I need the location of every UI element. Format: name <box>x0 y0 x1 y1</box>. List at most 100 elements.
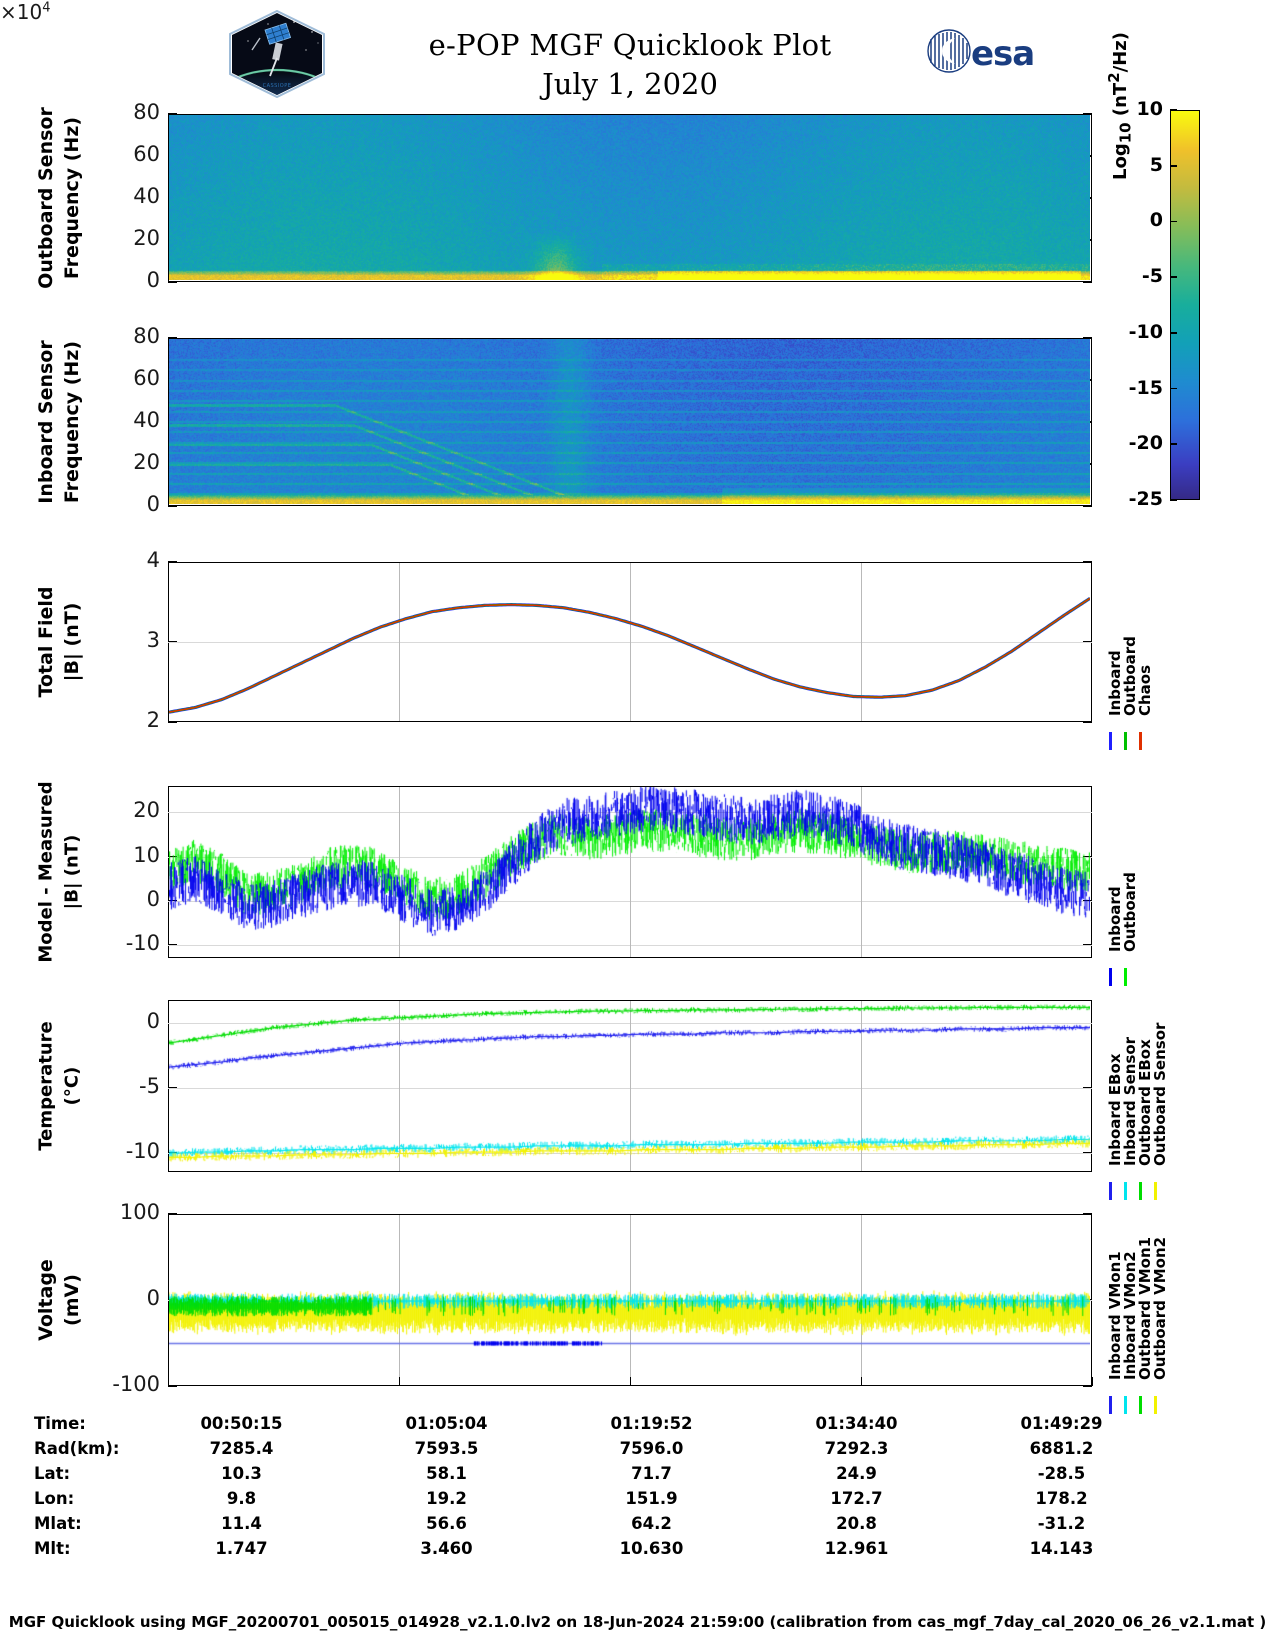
ephemeris-row: Mlt: 1.747 3.460 10.630 12.961 14.143 <box>34 1536 1164 1561</box>
ephemeris-row-label: Mlt: <box>34 1538 71 1558</box>
total-field-tickmark-right <box>1083 641 1092 643</box>
total-field-tickmark <box>168 561 177 563</box>
temperature-legend-swatch <box>1124 1182 1127 1200</box>
temperature-legend-swatch <box>1139 1182 1142 1200</box>
ephemeris-value: 01:05:04 <box>405 1413 488 1433</box>
ephemeris-value: 71.7 <box>631 1463 672 1483</box>
ephemeris-value: 20.8 <box>836 1513 877 1533</box>
voltage-legend-swatch <box>1154 1396 1157 1414</box>
ephemeris-value: 11.4 <box>221 1513 262 1533</box>
outboard-spectrogram-tickmark-right <box>1083 113 1092 115</box>
x-tickmark <box>399 1377 401 1386</box>
ephemeris-value: 7593.5 <box>414 1438 479 1458</box>
colorbar-tick-label: -15 <box>1128 376 1163 399</box>
ephemeris-row: Rad(km): 7285.4 7593.5 7596.0 7292.3 6881.2 <box>34 1436 1164 1461</box>
outboard-spectrogram-ytick: 20 <box>133 226 160 250</box>
outboard-spectrogram-content <box>169 115 1091 281</box>
total-field-ylabel-line1: Total Field <box>35 586 57 698</box>
inboard-spectrogram-tickmark <box>168 337 177 339</box>
plot-area: Outboard Sensor Frequency (Hz) 80 60 40 20 0 In… <box>0 0 1275 1414</box>
inboard-spectrogram-content <box>169 339 1091 505</box>
total-field-legend-swatch <box>1124 732 1127 750</box>
temperature-legend-swatch <box>1109 1182 1112 1200</box>
x-tickmark <box>861 1377 863 1386</box>
voltage-legend-label: Outboard VMon2 <box>1151 1236 1169 1380</box>
total-field-ytick: 4 <box>146 548 160 572</box>
svg-text:esa: esa <box>971 34 1034 74</box>
total-field-legend-swatch <box>1109 732 1112 750</box>
esa-logo-icon: esa <box>925 28 1047 74</box>
ephemeris-value: 01:49:29 <box>1020 1413 1103 1433</box>
temperature-ytick: 0 <box>146 1009 160 1034</box>
colorbar-tick-mark <box>1170 443 1177 446</box>
inboard-spectrogram-tickmark-right <box>1083 337 1092 339</box>
ephemeris-row: Lon: 9.8 19.2 151.9 172.7 178.2 <box>34 1486 1164 1511</box>
model-minus-measured-legend-swatch <box>1124 968 1127 986</box>
voltage-ylabel-line1: Voltage <box>35 1259 57 1341</box>
ephemeris-row-label: Mlat: <box>34 1513 82 1533</box>
ephemeris-value: 7596.0 <box>619 1438 684 1458</box>
outboard-spectrogram-ylabel-line1: Outboard Sensor <box>35 107 57 289</box>
total-field-ytick: 2 <box>146 708 160 732</box>
temperature-legend-label: Outboard Sensor <box>1151 1022 1169 1166</box>
ephemeris-value: 6881.2 <box>1029 1438 1094 1458</box>
voltage-ytick: -100 <box>112 1372 160 1396</box>
ephemeris-value: 151.9 <box>625 1488 678 1508</box>
ephemeris-value: 00:50:15 <box>200 1413 283 1433</box>
model-minus-measured-ytick: -10 <box>125 930 160 955</box>
ephemeris-value: -31.2 <box>1037 1513 1086 1533</box>
colorbar-tick-mark <box>1170 109 1177 111</box>
ephemeris-row-label: Lat: <box>34 1463 71 1483</box>
x-tickmark <box>168 1377 170 1386</box>
total-field-tickmark-right <box>1083 721 1092 723</box>
outboard-spectrogram-tickmark <box>168 281 177 283</box>
voltage-tickmark <box>168 1385 177 1387</box>
outboard-spectrogram-image <box>169 115 1091 281</box>
voltage-content <box>169 1215 1091 1385</box>
title-main: e-POP MGF Quicklook Plot <box>428 28 832 62</box>
outboard-spectrogram-ytick: 80 <box>133 100 160 124</box>
voltage-tickmark-right <box>1083 1385 1092 1387</box>
total-field-vgrid <box>861 563 862 721</box>
colorbar-tick-label: 0 <box>1149 209 1163 232</box>
temperature-content <box>169 1001 1091 1171</box>
total-field-axis-exponent: ×104 <box>0 0 51 24</box>
ephemeris-row: Lat: 10.3 58.1 71.7 24.9 -28.5 <box>34 1461 1164 1486</box>
model-minus-measured-ytick: 10 <box>133 842 160 867</box>
ephemeris-value: 58.1 <box>426 1463 467 1483</box>
colorbar-tick-label: 5 <box>1149 153 1163 176</box>
voltage-traces <box>169 1215 1091 1385</box>
temperature-traces <box>169 1001 1091 1171</box>
ephemeris-value: 10.3 <box>221 1463 262 1483</box>
model-measured-traces <box>169 787 1091 957</box>
voltage-ytick: 100 <box>119 1200 160 1224</box>
total-field-content <box>169 563 1091 720</box>
ephemeris-row: Time: 00:50:15 01:05:04 01:19:52 01:34:40 01:… <box>34 1411 1164 1436</box>
ephemeris-row-label: Lon: <box>34 1488 75 1508</box>
colorbar-tick-mark <box>1170 387 1177 390</box>
ephemeris-value: 9.8 <box>226 1488 257 1508</box>
temperature-legend-swatch <box>1154 1182 1157 1200</box>
colorbar-tick-label: -10 <box>1128 320 1163 343</box>
voltage-legend-swatch <box>1139 1396 1142 1414</box>
voltage-legend-swatch <box>1124 1396 1127 1414</box>
voltage-legend-swatch <box>1109 1396 1112 1414</box>
title-date: July 1, 2020 <box>542 67 718 101</box>
inboard-spectrogram-ytick: 80 <box>133 324 160 348</box>
temperature-ytick: -10 <box>125 1138 160 1163</box>
header: CASSIOPE e-POP MGF Quicklook Plot July 1… <box>0 0 1275 104</box>
ephemeris-value: 3.460 <box>420 1538 473 1558</box>
total-field-tickmark <box>168 641 177 643</box>
colorbar-tick-label: -5 <box>1141 265 1163 288</box>
model-minus-measured-legend-swatch <box>1109 968 1112 986</box>
inboard-spectrogram-ytick: 20 <box>133 450 160 474</box>
model-minus-measured-ytick: 0 <box>146 886 160 911</box>
ephemeris-value: 10.630 <box>619 1538 684 1558</box>
inboard-spectrogram-ytick: 60 <box>133 366 160 390</box>
model-minus-measured-ytick: 20 <box>133 798 160 823</box>
colorbar-tick-mark <box>1170 164 1177 167</box>
outboard-spectrogram-tickmark-right <box>1083 281 1092 283</box>
ephemeris-value: 12.961 <box>824 1538 889 1558</box>
svg-text:CASSIOPE: CASSIOPE <box>263 83 292 89</box>
voltage-tickmark <box>168 1213 177 1215</box>
